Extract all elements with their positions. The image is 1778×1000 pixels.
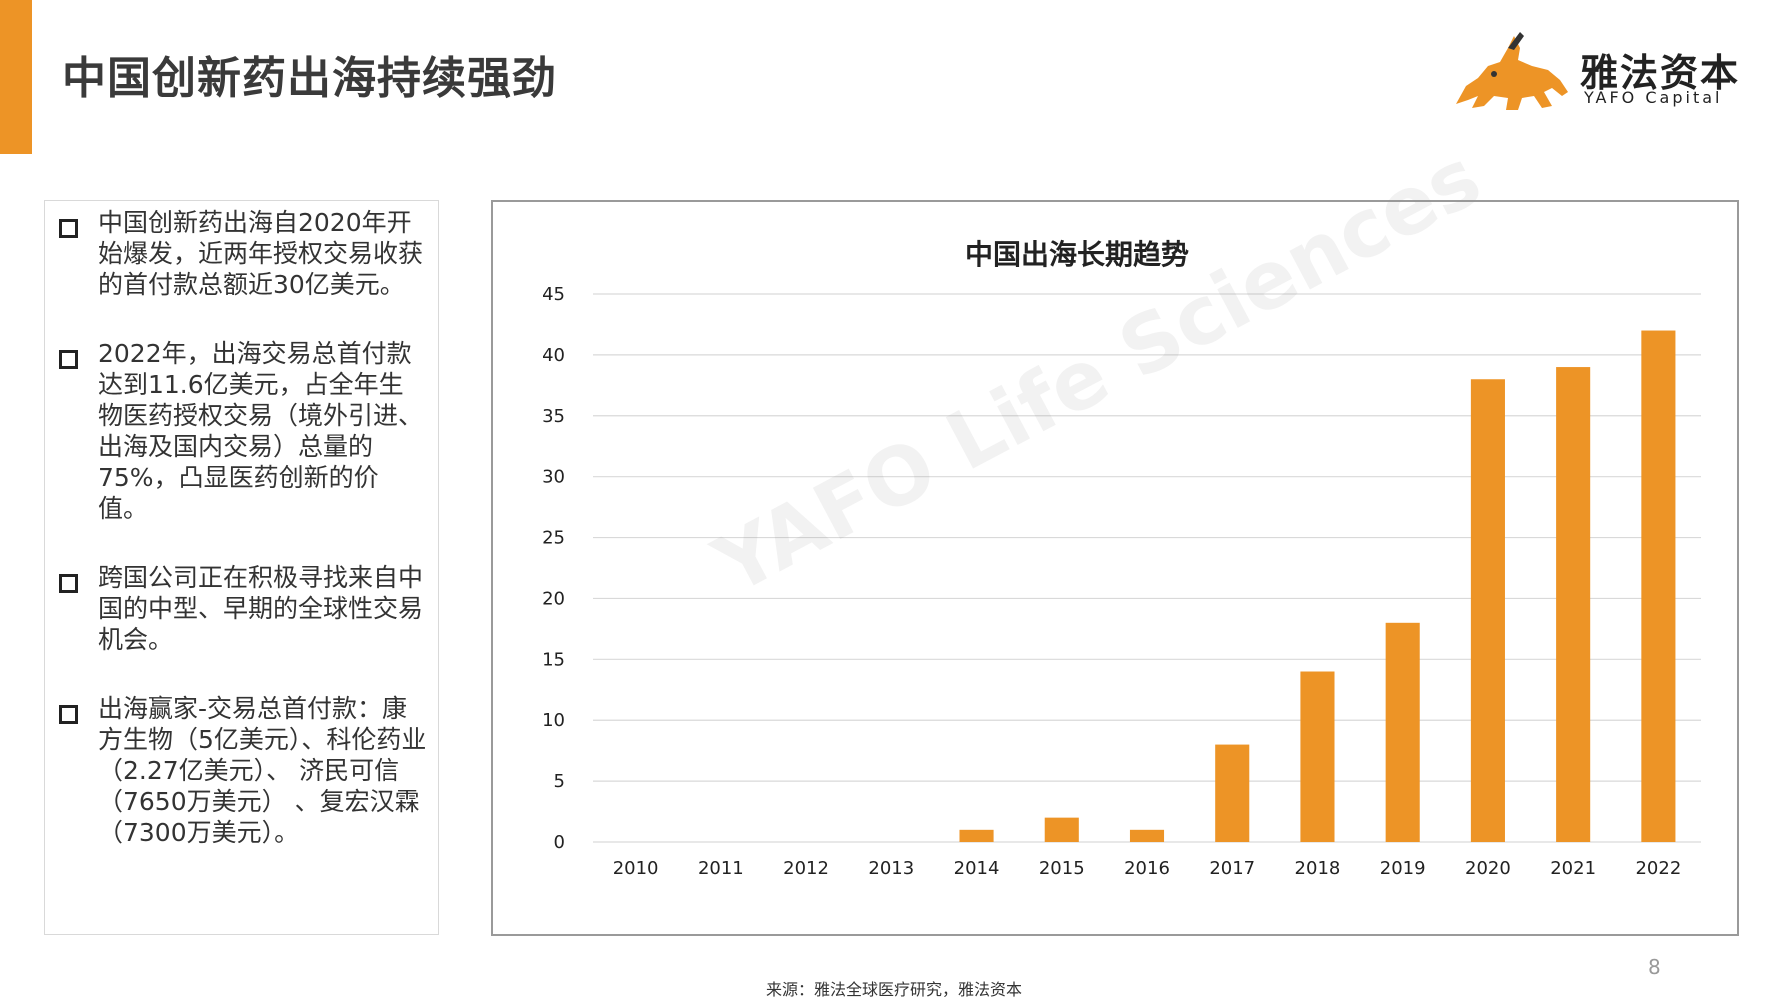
bullet-square-icon bbox=[59, 219, 78, 238]
bar-2015 bbox=[1044, 817, 1079, 842]
x-tick-label: 2012 bbox=[783, 858, 829, 879]
bullet-item: 跨国公司正在积极寻找来自中国的中型、早期的全球性交易机会。 bbox=[59, 562, 428, 655]
bar-2014 bbox=[959, 829, 994, 842]
bullet-square-icon bbox=[59, 574, 78, 593]
accent-bar bbox=[0, 0, 32, 154]
y-tick-label: 35 bbox=[542, 406, 565, 427]
bullet-panel: 中国创新药出海自2020年开始爆发，近两年授权交易收获的首付款总额近30亿美元。… bbox=[44, 200, 439, 935]
chart-panel: 中国出海长期趋势 0 5 10 15 20 25 30 35 40 45 2010 2011 2012… bbox=[491, 200, 1739, 936]
x-tick-label: 2010 bbox=[613, 858, 659, 879]
x-tick-label: 2015 bbox=[1039, 858, 1085, 879]
y-axis-ticks: 0 5 10 15 20 25 30 35 40 45 bbox=[542, 284, 565, 853]
bullet-item: 2022年，出海交易总首付款达到11.6亿美元，占全年生物医药授权交易（境外引进… bbox=[59, 338, 428, 524]
bar-2017 bbox=[1215, 744, 1250, 842]
y-tick-label: 20 bbox=[542, 588, 565, 609]
bar-2016 bbox=[1129, 829, 1165, 842]
y-tick-label: 45 bbox=[542, 284, 565, 305]
x-axis-ticks: 2010 2011 2012 2013 2014 2015 2016 2017 2018 2019… bbox=[613, 858, 1682, 879]
source-note: 来源：雅法全球医疗研究，雅法资本 bbox=[766, 980, 1023, 999]
bullet-square-icon bbox=[59, 350, 78, 369]
y-tick-label: 10 bbox=[542, 710, 565, 731]
x-tick-label: 2019 bbox=[1380, 858, 1426, 879]
y-tick-label: 5 bbox=[554, 771, 565, 792]
x-tick-label: 2014 bbox=[954, 858, 1000, 879]
x-tick-label: 2016 bbox=[1124, 858, 1170, 879]
y-tick-label: 40 bbox=[542, 345, 565, 366]
bullet-text: 跨国公司正在积极寻找来自中国的中型、早期的全球性交易机会。 bbox=[98, 563, 424, 654]
bullet-text: 2022年，出海交易总首付款达到11.6亿美元，占全年生物医药授权交易（境外引进… bbox=[98, 339, 424, 523]
bars bbox=[959, 330, 1676, 842]
bullet-item: 出海赢家-交易总首付款：康方生物（5亿美元）、科伦药业（2.27亿美元）、 济民… bbox=[59, 693, 428, 848]
bar-2020 bbox=[1470, 379, 1505, 842]
x-tick-label: 2022 bbox=[1635, 858, 1681, 879]
bullet-text: 出海赢家-交易总首付款：康方生物（5亿美元）、科伦药业（2.27亿美元）、 济民… bbox=[98, 694, 427, 847]
x-tick-label: 2018 bbox=[1295, 858, 1341, 879]
x-tick-label: 2013 bbox=[868, 858, 914, 879]
bar-2019 bbox=[1385, 622, 1420, 842]
y-tick-label: 30 bbox=[542, 467, 565, 488]
logo-english-name: YAFO Capital bbox=[1584, 88, 1723, 107]
x-tick-label: 2011 bbox=[698, 858, 744, 879]
y-tick-label: 15 bbox=[542, 649, 565, 670]
x-tick-label: 2021 bbox=[1550, 858, 1596, 879]
x-tick-label: 2017 bbox=[1209, 858, 1255, 879]
page-number: 8 bbox=[1648, 955, 1661, 979]
chart-title: 中国出海长期趋势 bbox=[965, 238, 1189, 271]
bullet-text: 中国创新药出海自2020年开始爆发，近两年授权交易收获的首付款总额近30亿美元。 bbox=[98, 208, 424, 299]
bar-2021 bbox=[1556, 367, 1591, 842]
bar-2018 bbox=[1300, 671, 1335, 842]
gridlines bbox=[593, 293, 1701, 843]
y-tick-label: 25 bbox=[542, 528, 565, 549]
logo: 雅法资本 YAFO Capital bbox=[1448, 26, 1748, 116]
page-title: 中国创新药出海持续强劲 bbox=[62, 53, 557, 104]
bullet-square-icon bbox=[59, 705, 78, 724]
bullet-item: 中国创新药出海自2020年开始爆发，近两年授权交易收获的首付款总额近30亿美元。 bbox=[59, 207, 428, 300]
logo-chinese-name: 雅法资本 bbox=[1580, 51, 1741, 95]
x-tick-label: 2020 bbox=[1465, 858, 1511, 879]
lion-logo-icon bbox=[1456, 32, 1568, 110]
y-tick-label: 0 bbox=[554, 832, 565, 853]
bar-2022 bbox=[1641, 330, 1676, 842]
bar-chart: 中国出海长期趋势 0 5 10 15 20 25 30 35 40 45 2010 2011 2012… bbox=[542, 238, 1701, 879]
